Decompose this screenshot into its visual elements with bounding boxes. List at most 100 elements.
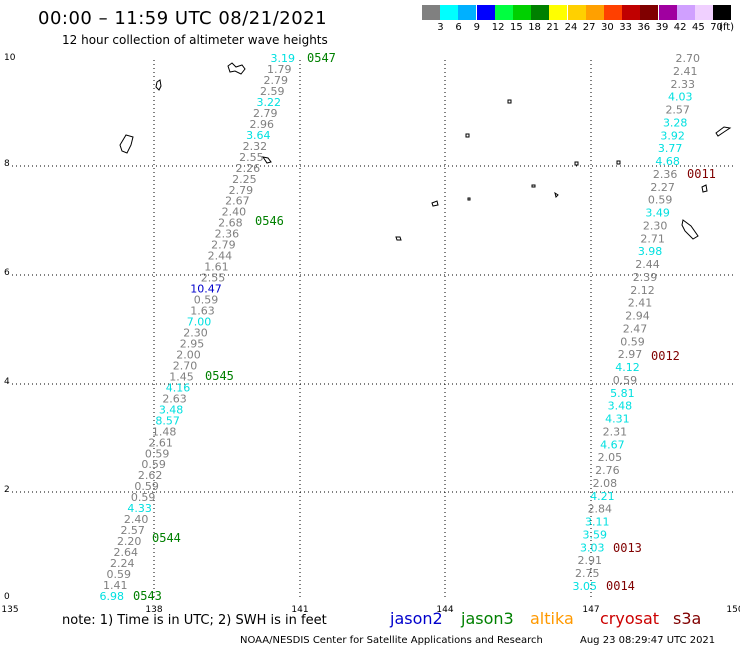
- wave-height-value: 0.59: [106, 568, 131, 581]
- x-tick-label: 138: [145, 605, 162, 615]
- legend-label: 39: [655, 22, 669, 33]
- legend-swatch: [567, 5, 586, 20]
- wave-height-value: 2.36: [215, 228, 240, 241]
- legend-label: 6: [455, 22, 462, 33]
- map-subtitle: 12 hour collection of altimeter wave hei…: [62, 33, 328, 47]
- wave-height-value: 2.63: [162, 392, 187, 405]
- pass-time-label: 0545: [205, 369, 234, 383]
- wave-height-value: 2.55: [239, 151, 264, 164]
- generated-timestamp: Aug 23 08:29:47 UTC 2021: [580, 635, 716, 646]
- wave-height-value: 2.27: [650, 181, 675, 194]
- x-tick-label: 135: [1, 605, 18, 615]
- legend-label: 30: [601, 22, 614, 33]
- island-outline: [227, 62, 246, 75]
- wave-height-value: 1.61: [204, 261, 229, 274]
- legend-label: 33: [619, 22, 632, 33]
- y-tick-label: 6: [4, 268, 10, 278]
- legend-label: 27: [582, 22, 596, 33]
- wave-height-value: 2.25: [232, 173, 257, 186]
- legend-swatch: [440, 5, 459, 20]
- legend-label: 3: [437, 22, 444, 33]
- wave-height-value: 3.48: [608, 400, 633, 413]
- wave-height-value: 2.32: [243, 140, 268, 153]
- wave-height-value: 1.45: [169, 370, 194, 383]
- island-outline: [431, 200, 439, 207]
- land-outlines: [119, 62, 732, 241]
- legend-label: 9: [473, 22, 480, 33]
- legend-label: 15: [510, 22, 523, 33]
- y-tick-label: 2: [4, 485, 10, 495]
- legend-label: 45: [692, 22, 705, 33]
- wave-height-value: 2.24: [110, 557, 135, 570]
- wave-height-value: 5.81: [610, 387, 635, 400]
- wave-height-value: 3.59: [583, 528, 608, 541]
- island-outline: [701, 184, 708, 193]
- island-outline: [155, 79, 162, 91]
- legend-swatch: [422, 5, 440, 20]
- wave-height-value: 3.48: [159, 403, 184, 416]
- legend-label: 24: [564, 22, 578, 33]
- y-tick-label: 4: [4, 377, 10, 387]
- wave-height-value: 2.26: [236, 162, 261, 175]
- axis-labels: 135 138 141 144 147 150 0 2 4 6 8 10: [1, 53, 740, 615]
- wave-height-value: 0.59: [131, 491, 156, 504]
- legend-swatch: [585, 5, 604, 20]
- wave-height-value: 3.28: [663, 116, 688, 129]
- wave-height-value: 1.41: [103, 579, 128, 592]
- legend-label: 18: [528, 22, 541, 33]
- pass-time-label: 0547: [307, 51, 336, 65]
- wave-height-value: 2.33: [670, 78, 695, 91]
- island-outline: [467, 197, 471, 201]
- wave-height-value: 3.64: [246, 129, 271, 142]
- legend-swatch: [549, 5, 568, 20]
- wave-height-value: 1.79: [267, 63, 292, 76]
- legend-swatch: [713, 5, 732, 20]
- island-outline: [395, 236, 402, 241]
- wave-height-value: 0.59: [145, 447, 170, 460]
- legend-swatch: [494, 5, 513, 20]
- credit-line: NOAA/NESDIS Center for Satellite Applica…: [240, 635, 543, 646]
- wave-height-value: 0.59: [620, 335, 645, 348]
- wave-height-value: 0.59: [613, 374, 638, 387]
- wave-height-value: 2.08: [593, 477, 618, 490]
- x-tick-label: 141: [291, 605, 308, 615]
- wave-height-value: 2.41: [628, 297, 653, 310]
- wave-height-value: 1.48: [152, 425, 177, 438]
- pass-time-label: 0013: [613, 541, 642, 555]
- wave-height-value: 4.31: [605, 413, 630, 426]
- wave-height-value: 4.33: [127, 502, 152, 515]
- pass-time-label: 0544: [152, 531, 181, 545]
- wave-height-value: 2.00: [176, 348, 201, 361]
- pass-time-label: 0011: [687, 167, 716, 181]
- island-outline: [119, 134, 134, 154]
- pass-time-label: 0014: [606, 579, 635, 593]
- wave-height-value: 2.30: [183, 326, 208, 339]
- island-outline: [531, 184, 536, 188]
- wave-height-value: 3.98: [638, 245, 663, 258]
- wave-height-value: 2.62: [138, 469, 163, 482]
- wave-height-value: 2.64: [113, 546, 138, 559]
- island-outline: [681, 219, 699, 240]
- wave-height-value: 6.98: [100, 590, 125, 603]
- legend-label: 70: [710, 22, 723, 33]
- legend-label: 42: [673, 22, 687, 33]
- wave-height-value: 2.40: [222, 206, 247, 219]
- x-tick-label: 144: [436, 605, 453, 615]
- wave-height-value: 1.63: [190, 305, 215, 318]
- wave-height-value: 2.57: [120, 524, 145, 537]
- wave-height-value: 2.40: [124, 513, 149, 526]
- island-outline: [715, 126, 732, 137]
- y-tick-label: 0: [4, 592, 10, 602]
- altimeter-tracks: 3.191.792.792.593.222.792.963.642.322.55…: [100, 52, 701, 603]
- wave-height-value: 0.59: [134, 480, 159, 493]
- wave-height-value: 2.44: [635, 258, 660, 271]
- pass-time-labels: 0547 0546 0545 0544 0543 0011 0012 0013 0014: [133, 51, 716, 603]
- wave-height-value: 2.41: [673, 65, 698, 78]
- x-tick-label: 150: [726, 605, 740, 615]
- wave-height-value: 2.20: [117, 535, 142, 548]
- wave-height-value: 4.67: [600, 438, 625, 451]
- wave-height-value: 2.44: [208, 250, 233, 263]
- island-outline: [261, 156, 272, 164]
- wave-height-value: 2.68: [218, 217, 243, 230]
